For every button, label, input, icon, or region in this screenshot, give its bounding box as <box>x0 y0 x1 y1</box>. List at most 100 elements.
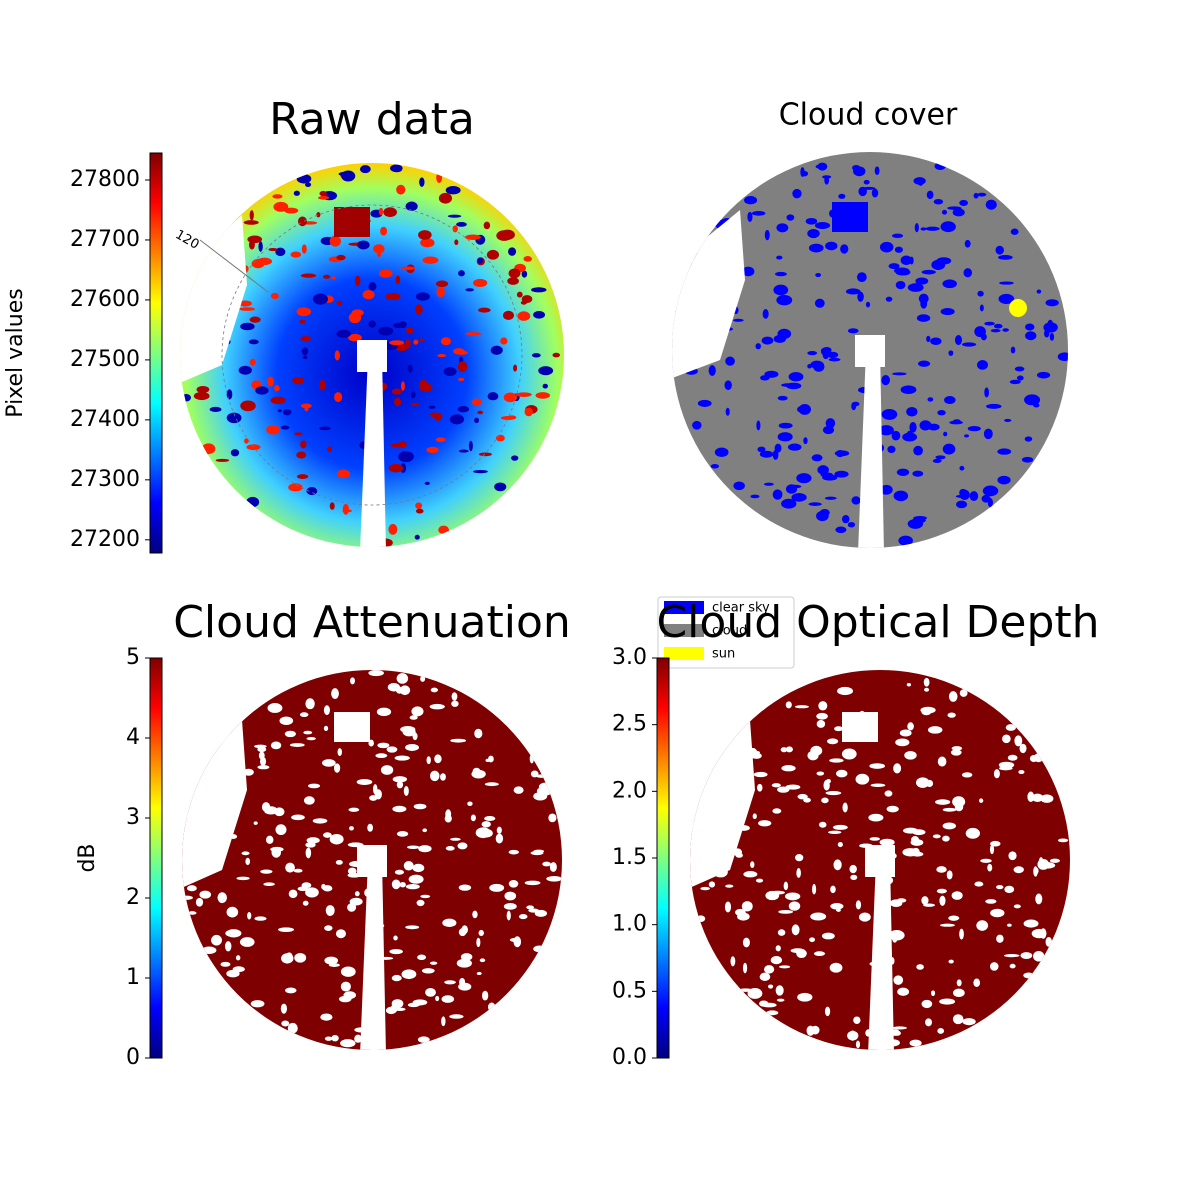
texture <box>1040 794 1054 803</box>
texture <box>974 326 986 338</box>
texture <box>951 746 963 751</box>
texture <box>453 348 465 355</box>
texture <box>394 398 402 407</box>
texture <box>881 408 898 420</box>
texture <box>296 174 312 184</box>
texture <box>964 239 971 248</box>
texture <box>248 239 255 250</box>
texture <box>840 244 849 254</box>
texture <box>895 738 910 747</box>
texture <box>822 350 829 360</box>
texture <box>742 266 755 277</box>
shadow-band <box>858 350 884 548</box>
texture <box>812 883 817 895</box>
texture <box>325 905 335 917</box>
texture <box>417 1036 430 1043</box>
texture <box>377 742 390 749</box>
texture <box>925 226 940 231</box>
panel-title: Cloud Optical Depth <box>656 597 1099 648</box>
texture <box>697 399 712 407</box>
texture <box>435 437 446 443</box>
texture <box>244 438 249 444</box>
texture <box>879 838 895 846</box>
texture <box>791 924 800 936</box>
texture <box>496 230 513 241</box>
texture <box>474 728 483 739</box>
texture <box>997 475 1011 485</box>
texture <box>803 437 808 445</box>
texture <box>240 400 256 412</box>
texture <box>272 194 283 199</box>
texture <box>984 321 995 326</box>
texture <box>397 441 407 448</box>
texture <box>956 979 962 987</box>
texture <box>433 412 443 421</box>
texture <box>399 321 407 329</box>
texture <box>472 278 488 288</box>
texture <box>517 311 531 321</box>
texture <box>926 190 934 200</box>
texture <box>818 701 828 711</box>
texture <box>293 868 303 873</box>
texture <box>336 329 351 338</box>
texture <box>477 410 484 415</box>
texture <box>260 756 267 766</box>
texture <box>781 383 795 387</box>
colorbar <box>149 152 163 554</box>
texture <box>810 360 824 369</box>
texture <box>458 449 469 453</box>
texture <box>939 998 956 1005</box>
texture <box>350 677 356 685</box>
texture <box>495 833 504 844</box>
texture <box>798 404 812 415</box>
texture <box>942 279 957 289</box>
texture <box>849 864 857 874</box>
texture <box>245 857 251 866</box>
texture <box>942 822 957 830</box>
texture <box>457 405 470 413</box>
texture <box>1023 919 1039 928</box>
texture <box>996 885 1004 890</box>
texture <box>489 883 505 892</box>
texture <box>1024 394 1041 406</box>
texture <box>405 338 411 349</box>
texture <box>319 426 331 431</box>
texture <box>409 715 418 720</box>
colorbar-tick-label: 4 <box>126 725 140 750</box>
texture <box>902 432 918 442</box>
texture <box>347 903 357 912</box>
texture <box>969 491 979 502</box>
texture <box>359 165 371 174</box>
texture <box>932 458 942 464</box>
texture <box>863 179 870 185</box>
texture <box>420 675 426 682</box>
texture <box>368 670 384 677</box>
texture <box>458 982 472 991</box>
texture <box>935 799 951 805</box>
texture <box>449 1014 464 1019</box>
texture <box>985 899 997 904</box>
texture <box>454 239 459 246</box>
texture <box>888 263 900 270</box>
texture <box>307 783 321 789</box>
texture <box>528 908 540 913</box>
texture <box>927 726 943 734</box>
texture <box>750 494 760 499</box>
texture <box>437 353 447 358</box>
texture <box>941 209 948 215</box>
texture <box>196 385 210 394</box>
texture <box>300 403 312 409</box>
texture <box>828 357 841 362</box>
texture <box>935 455 946 460</box>
texture <box>918 360 931 367</box>
texture <box>458 270 465 277</box>
texture <box>823 779 830 791</box>
texture <box>1033 950 1045 962</box>
polar-axis <box>199 239 269 293</box>
texture <box>708 365 716 376</box>
texture <box>484 782 499 787</box>
texture <box>965 827 980 839</box>
texture <box>797 793 808 800</box>
texture <box>942 443 956 455</box>
texture <box>312 293 329 305</box>
